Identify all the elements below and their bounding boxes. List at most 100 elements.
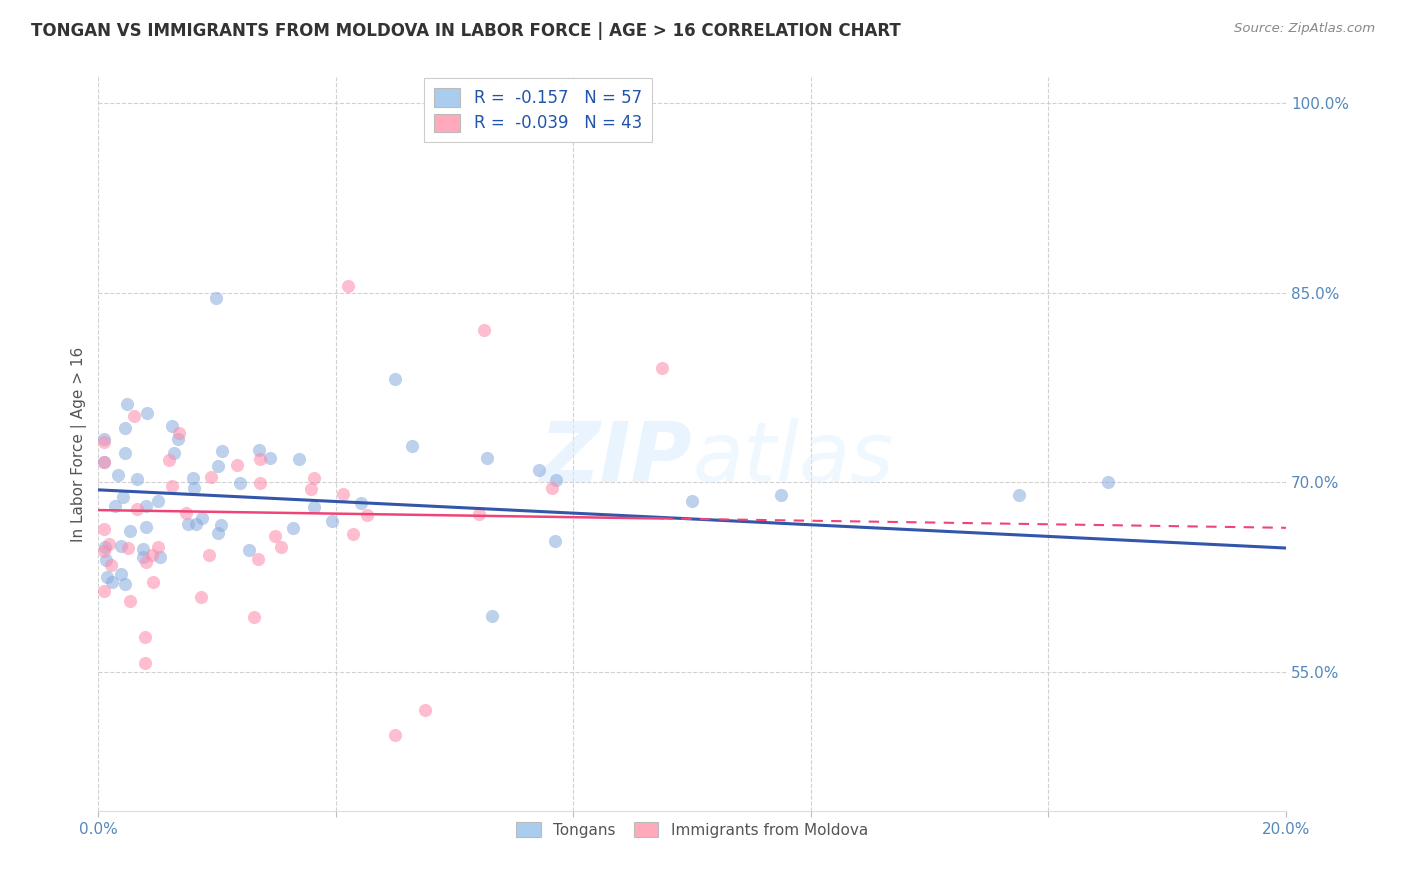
- Point: [413, 703, 436, 717]
- Point: [181, 471, 204, 485]
- Point: [384, 371, 406, 385]
- Point: [332, 486, 354, 500]
- Point: [101, 575, 124, 590]
- Point: [114, 446, 136, 460]
- Point: [93, 583, 115, 598]
- Point: [401, 439, 423, 453]
- Point: [163, 446, 186, 460]
- Point: [190, 511, 212, 525]
- Point: [302, 471, 325, 485]
- Point: [247, 443, 270, 458]
- Point: [142, 574, 165, 589]
- Point: [93, 541, 115, 555]
- Point: [169, 425, 191, 440]
- Point: [176, 516, 198, 531]
- Point: [350, 496, 373, 510]
- Point: [288, 452, 311, 467]
- Text: TONGAN VS IMMIGRANTS FROM MOLDOVA IN LABOR FORCE | AGE > 16 CORRELATION CHART: TONGAN VS IMMIGRANTS FROM MOLDOVA IN LAB…: [31, 22, 901, 40]
- Point: [1097, 475, 1119, 490]
- Point: [132, 541, 155, 556]
- Point: [270, 540, 292, 554]
- Point: [527, 463, 550, 477]
- Point: [207, 525, 229, 540]
- Point: [681, 494, 703, 508]
- Point: [184, 516, 207, 531]
- Legend: Tongans, Immigrants from Moldova: Tongans, Immigrants from Moldova: [510, 815, 875, 844]
- Point: [543, 534, 565, 549]
- Point: [200, 469, 222, 483]
- Point: [118, 524, 141, 539]
- Point: [167, 432, 190, 446]
- Point: [149, 549, 172, 564]
- Point: [93, 455, 115, 469]
- Point: [468, 507, 491, 521]
- Text: atlas: atlas: [692, 418, 894, 500]
- Point: [544, 474, 567, 488]
- Text: ZIP: ZIP: [540, 418, 692, 500]
- Point: [540, 481, 562, 495]
- Point: [100, 558, 122, 572]
- Point: [472, 323, 495, 337]
- Point: [110, 567, 132, 582]
- Point: [475, 451, 498, 466]
- Point: [124, 409, 146, 424]
- Point: [135, 520, 157, 534]
- Point: [770, 488, 793, 502]
- Point: [136, 406, 159, 420]
- Point: [93, 435, 115, 450]
- Point: [651, 361, 673, 376]
- Text: Source: ZipAtlas.com: Source: ZipAtlas.com: [1234, 22, 1375, 36]
- Point: [114, 421, 136, 435]
- Point: [204, 291, 226, 305]
- Point: [229, 476, 252, 491]
- Point: [190, 591, 212, 605]
- Point: [283, 521, 305, 535]
- Point: [321, 515, 343, 529]
- Point: [197, 548, 219, 562]
- Point: [183, 481, 205, 495]
- Point: [146, 493, 169, 508]
- Point: [127, 472, 149, 486]
- Point: [247, 552, 270, 566]
- Point: [160, 479, 183, 493]
- Point: [157, 453, 180, 467]
- Point: [336, 279, 359, 293]
- Point: [93, 455, 115, 469]
- Point: [134, 656, 156, 670]
- Point: [384, 728, 406, 742]
- Point: [226, 458, 249, 472]
- Point: [302, 500, 325, 514]
- Point: [342, 526, 364, 541]
- Point: [238, 543, 260, 558]
- Point: [356, 508, 378, 523]
- Point: [97, 537, 120, 551]
- Y-axis label: In Labor Force | Age > 16: In Labor Force | Age > 16: [72, 347, 87, 542]
- Point: [104, 499, 127, 513]
- Point: [93, 522, 115, 536]
- Point: [114, 577, 136, 591]
- Point: [148, 540, 170, 554]
- Point: [118, 594, 141, 608]
- Point: [132, 550, 155, 565]
- Point: [207, 458, 229, 473]
- Point: [243, 609, 266, 624]
- Point: [209, 517, 232, 532]
- Point: [249, 452, 271, 467]
- Point: [93, 544, 115, 558]
- Point: [134, 630, 156, 644]
- Point: [160, 419, 183, 434]
- Point: [96, 570, 118, 584]
- Point: [93, 432, 115, 446]
- Point: [174, 506, 197, 520]
- Point: [117, 541, 139, 556]
- Point: [481, 608, 503, 623]
- Point: [259, 451, 281, 466]
- Point: [249, 475, 271, 490]
- Point: [96, 553, 118, 567]
- Point: [263, 528, 285, 542]
- Point: [117, 397, 139, 411]
- Point: [299, 482, 322, 496]
- Point: [110, 539, 132, 553]
- Point: [211, 443, 233, 458]
- Point: [135, 499, 157, 513]
